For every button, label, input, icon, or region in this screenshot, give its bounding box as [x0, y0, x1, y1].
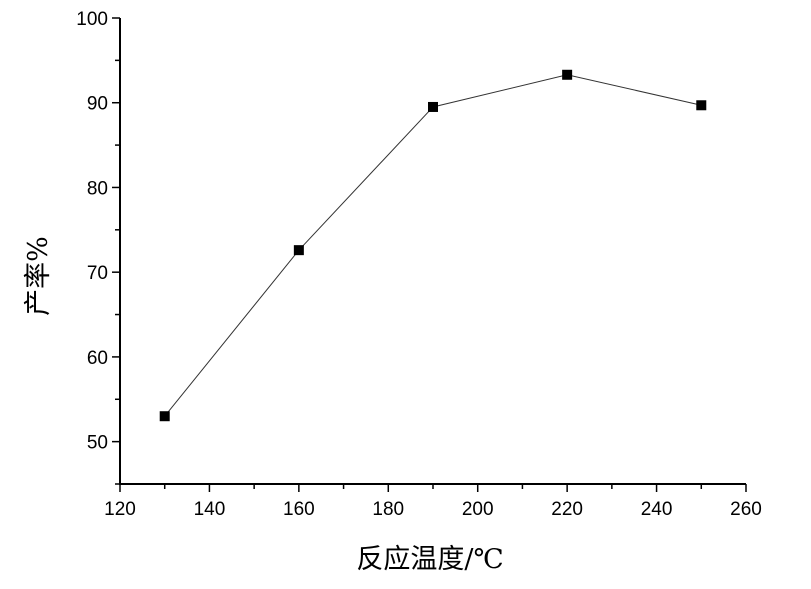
data-point-marker: [293, 245, 304, 256]
x-tick-label: 200: [462, 499, 494, 520]
y-tick-label: 90: [87, 94, 108, 115]
x-tick-label: 220: [551, 499, 583, 520]
x-tick-label: 140: [194, 499, 226, 520]
data-point-marker: [696, 100, 707, 111]
x-axis-title: 反应温度/℃: [356, 544, 503, 575]
data-point-marker: [562, 69, 573, 80]
x-tick-label: 180: [372, 499, 404, 520]
data-point-marker: [428, 101, 438, 112]
x-tick-label: 120: [104, 499, 136, 520]
y-tick-label: 50: [87, 433, 108, 454]
y-axis-title: 产率%: [23, 236, 54, 316]
axes: 50 60 70 80 90 100 120 140 160 180 200 220 240 260: [76, 9, 762, 520]
y-tick-label: 70: [87, 263, 108, 284]
series-line: [164, 74, 702, 417]
x-tick-label: 240: [641, 499, 673, 520]
y-tick-label: 80: [87, 178, 108, 199]
y-tick-label: 100: [76, 9, 108, 30]
x-tick-label: 160: [283, 499, 315, 520]
data-point-marker: [159, 411, 170, 422]
y-tick-label: 60: [87, 348, 108, 369]
data-series: [159, 69, 707, 422]
x-tick-label: 260: [730, 499, 762, 520]
